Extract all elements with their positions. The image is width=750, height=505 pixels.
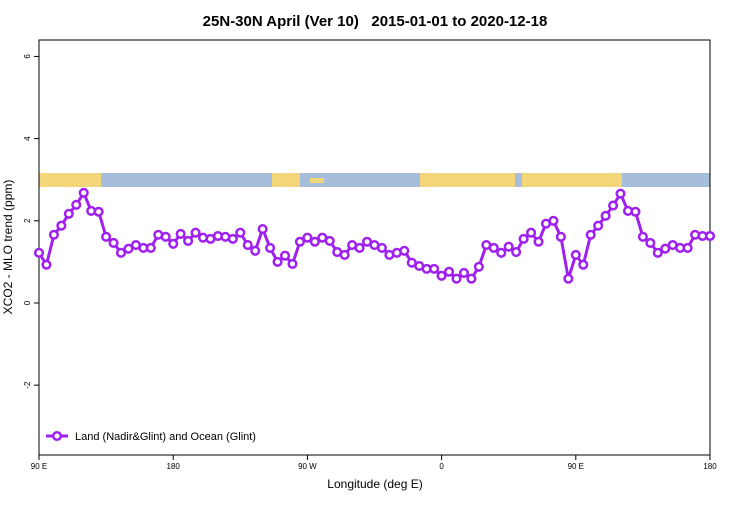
data-point: [41, 259, 52, 270]
data-point: [704, 230, 716, 242]
data-point: [682, 242, 693, 253]
y-tick-label: -2: [23, 381, 32, 389]
plot-frame: [38, 39, 711, 456]
data-point: [145, 242, 156, 253]
y-tick-label: 6: [23, 54, 32, 59]
data-point: [511, 246, 522, 258]
data-point: [563, 273, 574, 284]
data-point: [78, 187, 89, 198]
data-point: [272, 256, 283, 267]
data-point: [578, 259, 589, 270]
data-point: [175, 228, 186, 239]
data-point: [503, 241, 514, 252]
data-point: [660, 243, 671, 254]
data-point: [399, 245, 410, 256]
data-point: [309, 236, 320, 247]
legend-marker: [51, 430, 63, 442]
data-point: [436, 270, 447, 281]
data-point: [608, 200, 619, 211]
data-point: [324, 235, 335, 246]
data-point: [287, 258, 298, 269]
data-point: [585, 229, 596, 240]
data-point: [473, 261, 484, 272]
data-point: [108, 237, 119, 249]
x-tick-label: 90 E: [31, 462, 47, 471]
data-point: [593, 220, 604, 231]
data-point: [257, 223, 268, 235]
data-point: [570, 249, 581, 260]
data-point: [294, 236, 305, 247]
x-axis-label: Longitude (deg E): [327, 477, 422, 491]
data-point: [250, 245, 261, 256]
data-point: [615, 188, 626, 199]
x-tick-label: 90 E: [568, 462, 584, 471]
data-point: [71, 199, 82, 210]
data-point: [242, 239, 253, 251]
data-point: [652, 247, 663, 258]
chart-title: 25N-30N April (Ver 10) 2015-01-01 to 202…: [203, 13, 548, 30]
data-point: [339, 249, 350, 260]
data-point: [451, 273, 462, 284]
data-point: [466, 273, 477, 284]
data-point: [518, 233, 529, 244]
data-point: [458, 267, 470, 279]
data-point: [630, 206, 641, 217]
legend-label: Land (Nadir&Glint) and Ocean (Glint): [75, 431, 256, 443]
data-point: [33, 247, 45, 258]
y-tick-label: 2: [23, 218, 32, 223]
map-strip: [39, 173, 710, 187]
y-tick-label: 0: [23, 300, 32, 305]
data-point: [526, 227, 537, 238]
data-point: [123, 243, 134, 254]
data-point: [548, 215, 559, 226]
data-point: [183, 235, 194, 246]
y-tick-label: 4: [23, 136, 32, 141]
data-point: [444, 266, 455, 277]
data-point: [533, 236, 544, 247]
data-point: [101, 231, 112, 242]
data-point: [265, 242, 276, 253]
data-point: [168, 238, 179, 249]
data-point: [637, 231, 648, 242]
data-point: [115, 247, 127, 258]
data-point: [279, 250, 291, 261]
x-tick-label: 0: [439, 462, 444, 471]
y-axis-label: XCO2 - MLO trend (ppm): [1, 180, 15, 315]
data-point: [48, 229, 59, 240]
x-tick-label: 180: [167, 462, 181, 471]
data-point: [190, 227, 201, 238]
data-point: [93, 206, 104, 217]
data-point: [235, 227, 246, 238]
data-point: [488, 242, 499, 253]
data-point: [63, 208, 74, 219]
x-tick-label: 180: [703, 462, 717, 471]
data-point: [555, 231, 566, 242]
data-point: [56, 220, 67, 231]
data-point: [354, 242, 365, 253]
data-point: [429, 263, 440, 274]
data-point: [302, 232, 313, 243]
data-point: [496, 247, 507, 258]
data-point: [645, 237, 656, 249]
data-point: [227, 233, 238, 244]
data-point: [376, 242, 388, 253]
x-tick-label: 90 W: [298, 462, 317, 471]
data-point: [160, 231, 171, 242]
data-point: [600, 210, 611, 221]
